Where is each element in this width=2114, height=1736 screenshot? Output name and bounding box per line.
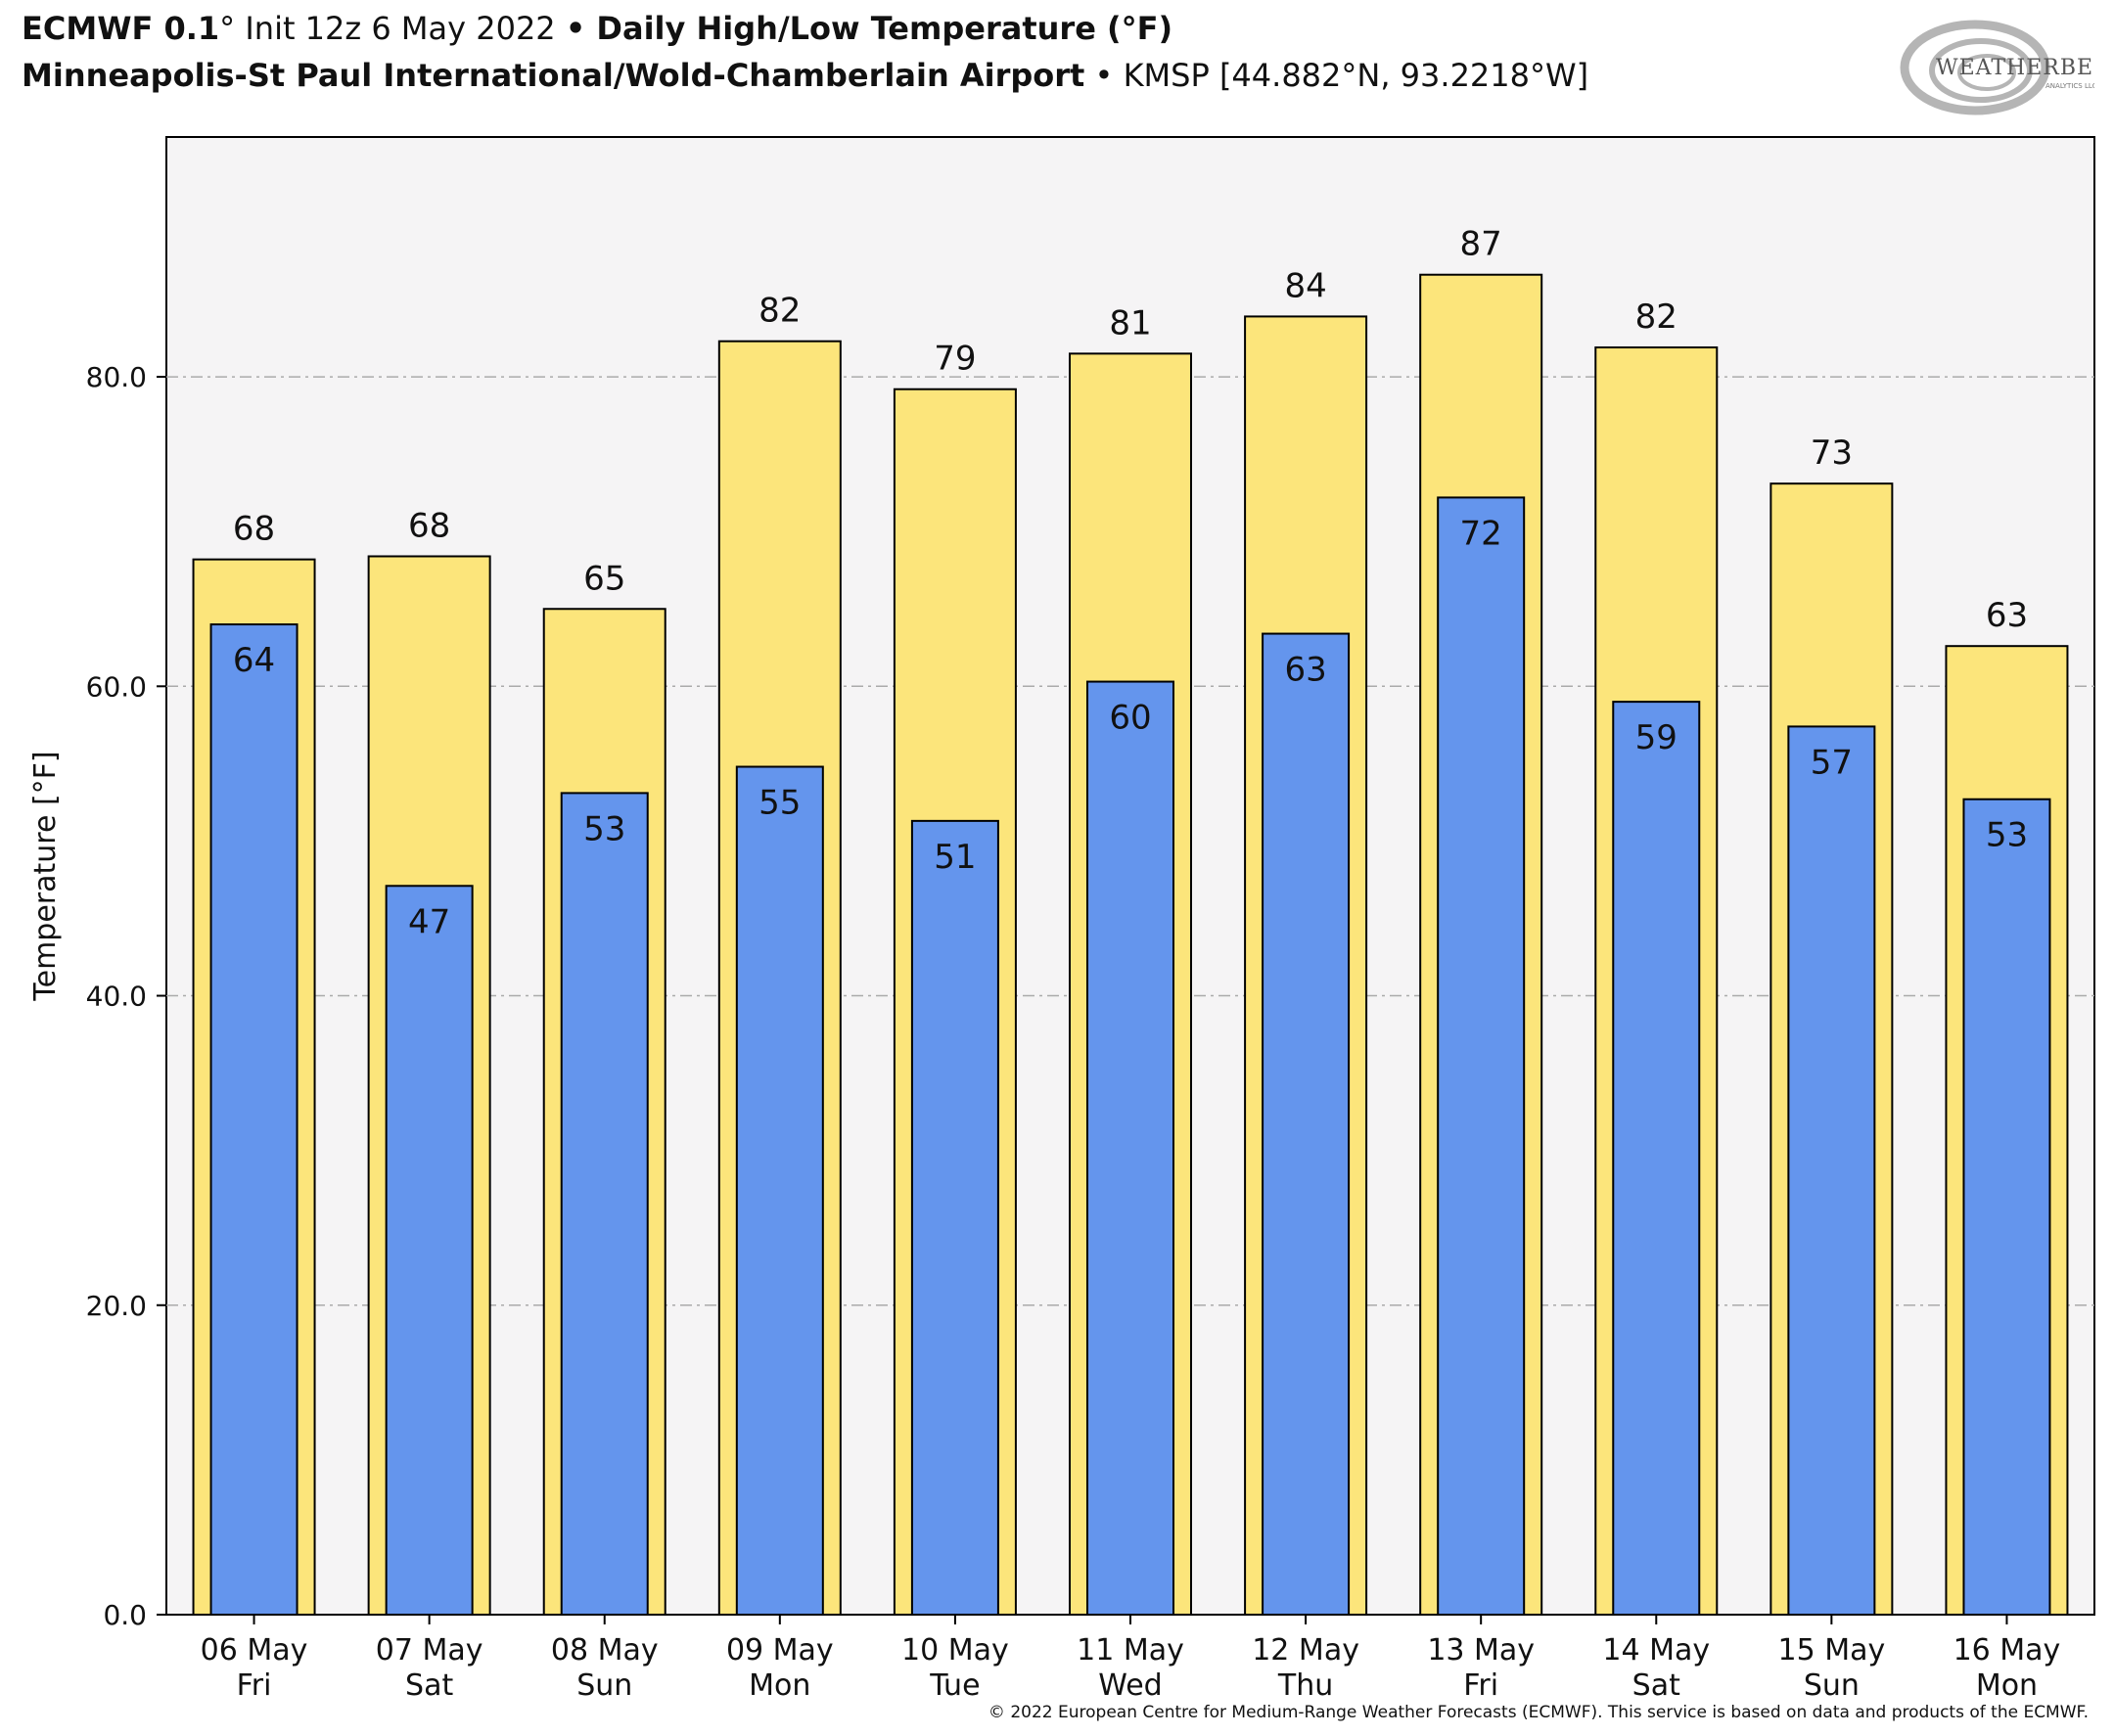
x-tick-date-label: 10 May [901,1633,1009,1667]
low-bar [1086,680,1174,1616]
x-tick-day-label: Mon [1976,1668,2038,1703]
init-time: Init 12z 6 May 2022 [235,10,566,47]
low-bar [1787,725,1876,1616]
x-tick-date-label: 14 May [1602,1633,1710,1667]
y-axis-label: Temperature [°F] [28,751,63,1001]
low-bar [1612,701,1701,1616]
x-tick-day-label: Sat [1632,1668,1680,1703]
x-tick-date-label: 07 May [376,1633,483,1667]
high-value-label: 81 [1109,303,1151,343]
station-id: KMSP [44.882°N, 93.2218°W] [1123,57,1589,94]
low-value-label: 55 [758,784,801,823]
low-value-label: 47 [408,902,450,941]
low-bar [1262,632,1351,1616]
logo-wordmark: WEATHERBELL [1936,56,2094,80]
x-tick-day-label: Sat [405,1668,453,1703]
high-value-label: 87 [1460,225,1502,264]
y-axis-ticks: 0.0 20.0 40.0 60.0 80.0 [86,361,166,1631]
low-bar [560,792,649,1616]
station-name: Minneapolis-St Paul International/Wold-C… [22,57,1085,94]
low-value-label: 64 [233,641,275,680]
x-tick-day-label: Fri [237,1668,272,1703]
x-tick-day-label: Mon [749,1668,810,1703]
x-tick-day-label: Thu [1277,1668,1333,1703]
high-value-label: 68 [233,510,275,549]
high-value-label: 82 [1635,297,1677,337]
x-tick-date-label: 08 May [551,1633,659,1667]
x-tick-day-label: Sun [576,1668,632,1703]
x-tick-day-label: Tue [929,1668,980,1703]
low-value-label: 59 [1635,718,1677,757]
x-tick-date-label: 12 May [1252,1633,1359,1667]
high-value-label: 73 [1811,434,1853,473]
x-tick-day-label: Wed [1098,1668,1162,1703]
swirl-icon [1900,20,2050,115]
weatherbell-logo: WEATHERBELL ANALYTICS LLC [1900,20,2094,115]
y-tick-label: 20.0 [86,1290,147,1322]
x-tick-date-label: 06 May [201,1633,308,1667]
x-tick-day-label: Sun [1804,1668,1860,1703]
y-tick-label: 60.0 [86,670,147,703]
low-value-label: 51 [934,838,976,877]
high-value-label: 84 [1284,266,1326,305]
x-tick-day-label: Fri [1463,1668,1498,1703]
logo-subtext: ANALYTICS LLC [2045,82,2094,90]
x-tick-date-label: 13 May [1427,1633,1535,1667]
chart-title: ECMWF 0.1° Init 12z 6 May 2022 • Daily H… [22,10,1172,47]
low-bar [735,765,824,1616]
high-value-label: 63 [1986,596,2028,635]
high-value-label: 82 [758,292,801,331]
degree-sign: ° [219,10,236,47]
x-tick-date-label: 15 May [1777,1633,1885,1667]
low-bar [1437,496,1526,1617]
copyright-notice: © 2022 European Centre for Medium-Range … [988,1703,2089,1722]
x-tick-date-label: 11 May [1077,1633,1184,1667]
low-value-label: 53 [1986,816,2028,855]
subtitle-bullet: • [1084,57,1124,94]
low-bar [209,623,299,1616]
low-value-label: 60 [1109,699,1151,738]
product-name: Daily High/Low Temperature (°F) [585,10,1173,47]
high-value-label: 79 [934,340,976,379]
y-tick-label: 0.0 [103,1599,147,1631]
model-name: ECMWF 0.1 [22,10,220,47]
low-bar [1962,798,2051,1616]
y-tick-label: 40.0 [86,981,147,1013]
low-value-label: 72 [1460,514,1502,553]
low-bar [910,819,999,1616]
high-value-label: 68 [408,506,450,545]
chart-subtitle: Minneapolis-St Paul International/Wold-C… [22,57,1588,94]
low-value-label: 63 [1284,651,1326,690]
x-tick-date-label: 16 May [1953,1633,2061,1667]
low-value-label: 57 [1811,743,1853,782]
bars: 68 64 68 47 65 53 82 55 79 51 81 60 84 63 87 72 82 59 73 57… [192,225,2069,1617]
x-tick-date-label: 09 May [726,1633,834,1667]
high-value-label: 65 [583,559,625,598]
low-bar [385,885,474,1616]
title-bullet: • [565,10,586,47]
y-tick-label: 80.0 [86,361,147,393]
low-value-label: 53 [583,809,625,848]
